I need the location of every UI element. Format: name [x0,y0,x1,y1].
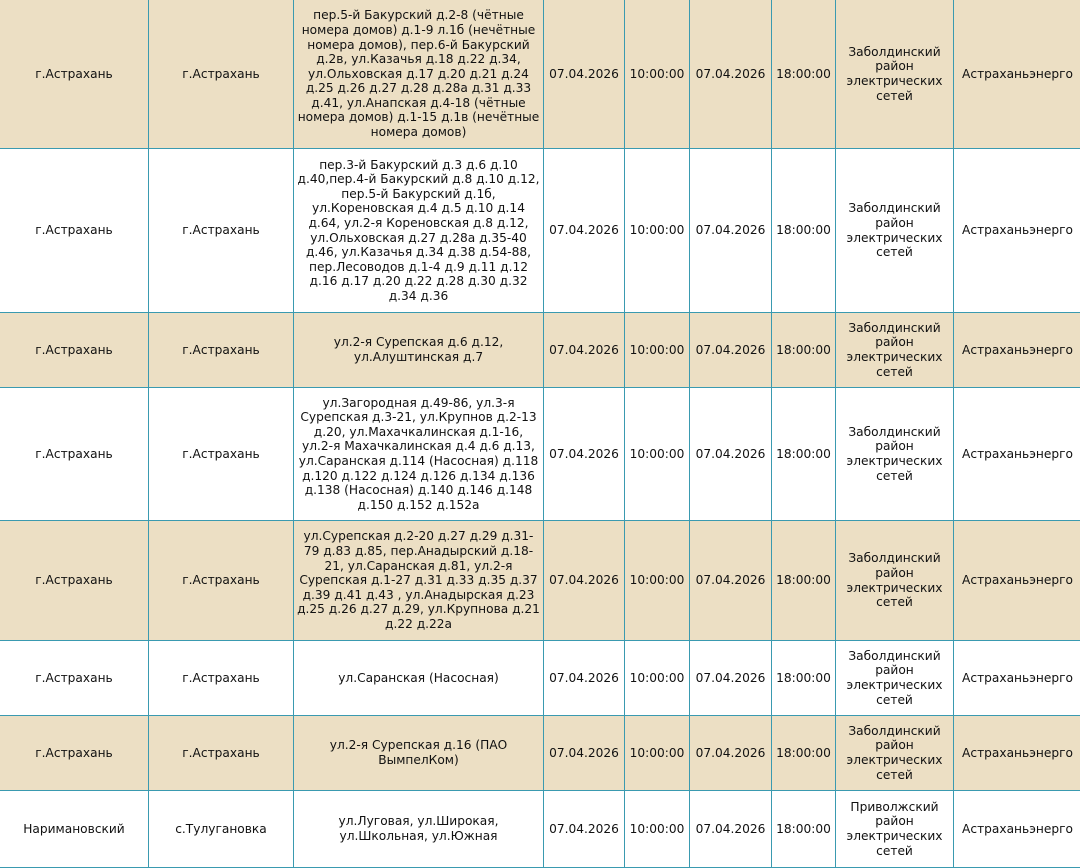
locality-cell: г.Астрахань [148,387,294,521]
end-time-cell: 18:00:00 [771,148,836,313]
address-cell: ул.2-я Сурепская д.16 (ПАО ВымпелКом) [293,715,544,791]
branch-cell: Заболдинский район электрических сетей [835,715,954,791]
company-cell: Астраханьэнерго [953,0,1080,149]
start-time-cell: 10:00:00 [624,0,690,149]
address-cell: ул.Загородная д.49-86, ул.3-я Сурепская … [293,387,544,521]
locality-cell: г.Астрахань [148,715,294,791]
district-cell: г.Астрахань [0,0,149,149]
end-time-cell: 18:00:00 [771,715,836,791]
end-time-cell: 18:00:00 [771,312,836,388]
address-cell: ул.Луговая, ул.Широкая, ул.Школьная, ул.… [293,790,544,868]
start-date-cell: 07.04.2026 [543,640,625,716]
start-time-cell: 10:00:00 [624,148,690,313]
end-time-cell: 18:00:00 [771,0,836,149]
start-time-cell: 10:00:00 [624,520,690,641]
company-cell: Астраханьэнерго [953,520,1080,641]
table-row: г.Астрахань г.Астрахань ул.2-я Сурепская… [0,312,1080,388]
end-time-cell: 18:00:00 [771,520,836,641]
locality-cell: г.Астрахань [148,0,294,149]
locality-cell: г.Астрахань [148,640,294,716]
start-date-cell: 07.04.2026 [543,715,625,791]
end-time-cell: 18:00:00 [771,640,836,716]
end-date-cell: 07.04.2026 [689,715,772,791]
end-date-cell: 07.04.2026 [689,790,772,868]
start-time-cell: 10:00:00 [624,790,690,868]
branch-cell: Заболдинский район электрических сетей [835,520,954,641]
company-cell: Астраханьэнерго [953,715,1080,791]
locality-cell: г.Астрахань [148,312,294,388]
end-time-cell: 18:00:00 [771,387,836,521]
district-cell: г.Астрахань [0,520,149,641]
locality-cell: г.Астрахань [148,148,294,313]
table-row: г.Астрахань г.Астрахань ул.2-я Сурепская… [0,715,1080,791]
district-cell: г.Астрахань [0,715,149,791]
locality-cell: г.Астрахань [148,520,294,641]
district-cell: г.Астрахань [0,148,149,313]
company-cell: Астраханьэнерго [953,640,1080,716]
branch-cell: Заболдинский район электрических сетей [835,148,954,313]
end-date-cell: 07.04.2026 [689,520,772,641]
branch-cell: Заболдинский район электрических сетей [835,387,954,521]
start-date-cell: 07.04.2026 [543,520,625,641]
address-cell: пер.5-й Бакурский д.2-8 (чётные номера д… [293,0,544,149]
locality-cell: с.Тулугановка [148,790,294,868]
address-cell: ул.2-я Сурепская д.6 д.12, ул.Алуштинска… [293,312,544,388]
address-cell: пер.3-й Бакурский д.3 д.6 д.10 д.40,пер.… [293,148,544,313]
end-date-cell: 07.04.2026 [689,312,772,388]
start-date-cell: 07.04.2026 [543,790,625,868]
company-cell: Астраханьэнерго [953,148,1080,313]
end-time-cell: 18:00:00 [771,790,836,868]
company-cell: Астраханьэнерго [953,312,1080,388]
start-time-cell: 10:00:00 [624,715,690,791]
table-row: г.Астрахань г.Астрахань ул.Загородная д.… [0,387,1080,521]
table-row: г.Астрахань г.Астрахань ул.Саранская (На… [0,640,1080,716]
district-cell: г.Астрахань [0,312,149,388]
end-date-cell: 07.04.2026 [689,148,772,313]
start-date-cell: 07.04.2026 [543,312,625,388]
end-date-cell: 07.04.2026 [689,640,772,716]
company-cell: Астраханьэнерго [953,387,1080,521]
district-cell: г.Астрахань [0,387,149,521]
district-cell: Наримановский [0,790,149,868]
district-cell: г.Астрахань [0,640,149,716]
start-time-cell: 10:00:00 [624,640,690,716]
start-date-cell: 07.04.2026 [543,0,625,149]
table-row: г.Астрахань г.Астрахань пер.5-й Бакурски… [0,0,1080,149]
branch-cell: Заболдинский район электрических сетей [835,0,954,149]
start-time-cell: 10:00:00 [624,387,690,521]
table-row: Наримановский с.Тулугановка ул.Луговая, … [0,790,1080,868]
table-row: г.Астрахань г.Астрахань ул.Сурепская д.2… [0,520,1080,641]
branch-cell: Заболдинский район электрических сетей [835,640,954,716]
end-date-cell: 07.04.2026 [689,387,772,521]
end-date-cell: 07.04.2026 [689,0,772,149]
branch-cell: Приволжский район электрических сетей [835,790,954,868]
company-cell: Астраханьэнерго [953,790,1080,868]
start-date-cell: 07.04.2026 [543,387,625,521]
table-row: г.Астрахань г.Астрахань пер.3-й Бакурски… [0,148,1080,313]
branch-cell: Заболдинский район электрических сетей [835,312,954,388]
address-cell: ул.Саранская (Насосная) [293,640,544,716]
address-cell: ул.Сурепская д.2-20 д.27 д.29 д.31-79 д.… [293,520,544,641]
start-date-cell: 07.04.2026 [543,148,625,313]
start-time-cell: 10:00:00 [624,312,690,388]
